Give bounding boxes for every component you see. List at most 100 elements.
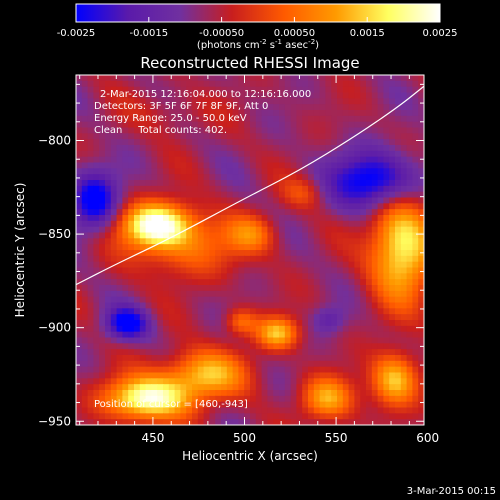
heatmap-cell xyxy=(145,209,152,216)
heatmap-cell xyxy=(122,75,129,82)
chart-title: Reconstructed RHESSI Image xyxy=(140,54,359,72)
heatmap-cell xyxy=(267,261,274,269)
heatmap-cell xyxy=(319,104,326,111)
heatmap-cell xyxy=(319,238,326,245)
heatmap-cell xyxy=(331,390,338,397)
heatmap-cell xyxy=(81,355,89,362)
heatmap-cell xyxy=(290,419,297,425)
heatmap-cell xyxy=(221,337,228,344)
heatmap-cell xyxy=(395,273,402,280)
heatmap-cell xyxy=(151,180,158,187)
heatmap-cell xyxy=(203,384,210,391)
heatmap-cell xyxy=(76,349,83,356)
heatmap-cell xyxy=(163,174,170,181)
heatmap-cell xyxy=(203,115,210,123)
heatmap-cell xyxy=(221,121,228,129)
heatmap-cell xyxy=(93,419,100,425)
heatmap-cell xyxy=(406,337,413,344)
heatmap-cell xyxy=(209,250,216,257)
heatmap-cell xyxy=(116,395,123,403)
heatmap-cell xyxy=(325,244,332,251)
heatmap-cell xyxy=(110,127,118,134)
heatmap-cell xyxy=(238,390,245,397)
heatmap-cell xyxy=(400,419,408,425)
heatmap-cell xyxy=(354,92,361,99)
heatmap-cell xyxy=(371,314,379,321)
heatmap-cell xyxy=(105,255,112,263)
heatmap-cell xyxy=(238,180,245,187)
heatmap-cell xyxy=(232,244,239,251)
heatmap-cell xyxy=(325,355,332,362)
heatmap-cell xyxy=(232,180,239,187)
heatmap-cell xyxy=(342,314,350,321)
heatmap-cell xyxy=(255,255,263,263)
heatmap-cell xyxy=(325,191,332,199)
heatmap-cell xyxy=(87,255,94,263)
heatmap-cell xyxy=(174,261,181,269)
heatmap-cell xyxy=(81,250,89,257)
heatmap-cell xyxy=(279,395,286,403)
heatmap-cell xyxy=(389,238,396,245)
heatmap-cell xyxy=(238,308,245,315)
heatmap-cell xyxy=(99,314,106,321)
heatmap-cell xyxy=(290,215,297,222)
heatmap-cell xyxy=(174,226,181,234)
heatmap-cell xyxy=(76,115,83,123)
heatmap-cell xyxy=(371,413,379,420)
heatmap-cell xyxy=(81,133,89,140)
heatmap-cell xyxy=(267,232,274,239)
heatmap-cell xyxy=(389,366,396,374)
heatmap-cell xyxy=(302,302,309,309)
heatmap-cell xyxy=(284,372,292,379)
heatmap-cell xyxy=(255,279,263,286)
heatmap-cell xyxy=(116,343,123,350)
heatmap-cell xyxy=(134,407,141,414)
heatmap-cell xyxy=(366,302,373,309)
heatmap-cell xyxy=(168,150,176,158)
heatmap-cell xyxy=(342,168,350,175)
heatmap-cell xyxy=(354,174,361,181)
heatmap-cell xyxy=(163,203,170,210)
heatmap-cell xyxy=(215,337,222,344)
heatmap-cell xyxy=(105,156,112,164)
heatmap-cell xyxy=(337,302,344,309)
heatmap-cell xyxy=(145,215,152,222)
heatmap-cell xyxy=(134,355,141,362)
heatmap-cell xyxy=(122,290,129,298)
heatmap-cell xyxy=(87,220,94,228)
heatmap-cell xyxy=(238,86,245,94)
heatmap-cell xyxy=(331,168,338,175)
heatmap-cell xyxy=(290,302,297,309)
heatmap-cell xyxy=(284,232,292,239)
heatmap-cell xyxy=(371,104,379,111)
heatmap-cell xyxy=(76,372,83,379)
heatmap-cell xyxy=(313,185,321,193)
heatmap-cell xyxy=(151,156,158,164)
heatmap-cell xyxy=(116,156,123,164)
heatmap-cell xyxy=(273,407,280,414)
heatmap-cell xyxy=(116,185,123,193)
heatmap-cell xyxy=(244,366,251,374)
heatmap-cell xyxy=(81,220,89,228)
heatmap-cell xyxy=(395,185,402,193)
heatmap-cell xyxy=(267,395,274,403)
heatmap-cell xyxy=(232,191,239,199)
heatmap-cell xyxy=(267,255,274,263)
heatmap-cell xyxy=(406,150,413,158)
heatmap-cell xyxy=(290,407,297,414)
heatmap-cell xyxy=(383,395,390,403)
heatmap-cell xyxy=(418,314,424,321)
heatmap-cell xyxy=(395,308,402,315)
heatmap-cell xyxy=(261,133,268,140)
heatmap-cell xyxy=(267,162,274,169)
heatmap-cell xyxy=(354,115,361,123)
heatmap-cell xyxy=(192,232,199,239)
heatmap-cell xyxy=(342,203,350,210)
heatmap-cell xyxy=(377,279,384,286)
heatmap-cell xyxy=(400,180,408,187)
heatmap-cell xyxy=(203,419,210,425)
heatmap-cell xyxy=(342,395,350,403)
heatmap-cell xyxy=(215,203,222,210)
heatmap-cell xyxy=(337,320,344,327)
heatmap-cell xyxy=(139,343,147,350)
